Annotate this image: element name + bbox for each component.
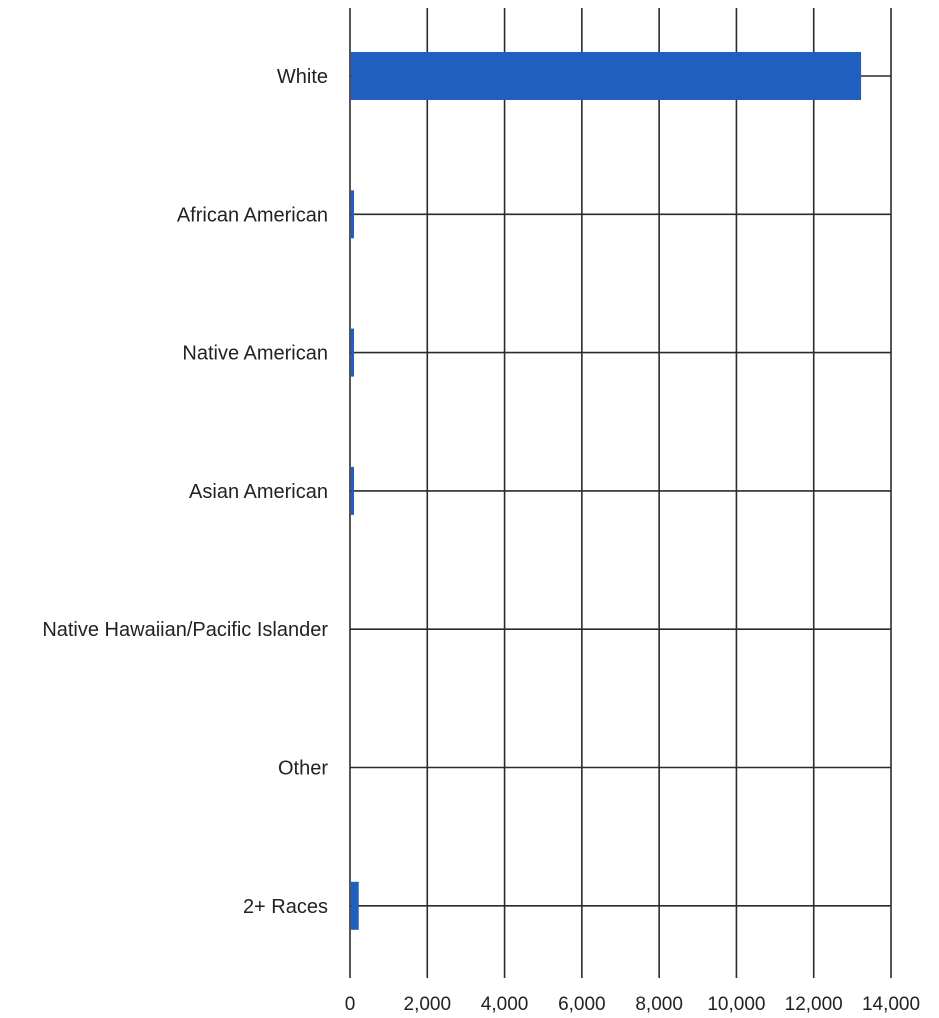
x-tick-label-4: 8,000 [635, 994, 683, 1015]
category-label-1: African American [177, 204, 328, 226]
category-label-0: White [277, 66, 328, 88]
x-tick-label-2: 4,000 [481, 994, 529, 1015]
x-tick-labels: 0 2,000 4,000 6,000 8,000 10,000 12,000 14,000 [345, 994, 920, 1015]
bar-0 [351, 52, 862, 100]
x-tick-label-6: 12,000 [785, 994, 843, 1015]
x-tick-label-1: 2,000 [404, 994, 452, 1015]
category-label-2: Native American [182, 343, 328, 365]
category-label-3: Asian American [189, 481, 328, 503]
bar-3 [351, 466, 354, 515]
horizontal-gridlines [350, 75, 891, 907]
bar-1 [351, 190, 354, 239]
x-tick-label-3: 6,000 [558, 994, 606, 1015]
bars [351, 52, 862, 930]
category-labels: White African American Native American Asia… [42, 66, 328, 918]
vertical-gridlines [349, 8, 892, 978]
bar-6 [351, 881, 359, 930]
x-tick-label-0: 0 [345, 994, 356, 1015]
x-tick-label-7: 14,000 [862, 994, 920, 1015]
category-label-4: Native Hawaiian/Pacific Islander [42, 619, 328, 641]
x-tick-label-5: 10,000 [707, 994, 765, 1015]
category-label-5: Other [278, 758, 328, 780]
bar-2 [351, 328, 354, 377]
category-label-6: 2+ Races [243, 896, 328, 918]
